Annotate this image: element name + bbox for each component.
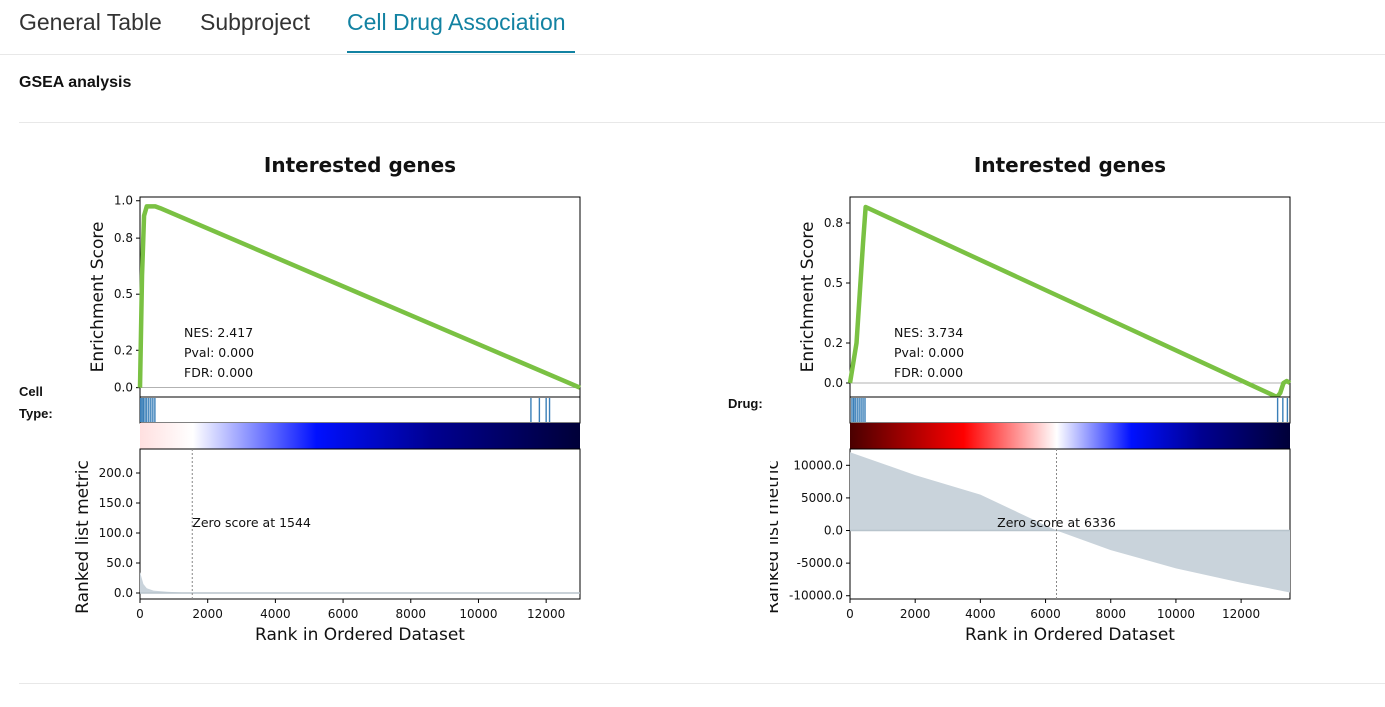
rank-gradient-bar — [850, 423, 1290, 449]
es-ytick-label: 0.5 — [114, 287, 133, 301]
cell-type-label-line1: Cell — [19, 384, 43, 399]
hits-frame — [139, 396, 581, 424]
es-ytick-label: 0.8 — [114, 231, 133, 245]
section-divider-top — [19, 122, 1385, 123]
xtick-label: 12000 — [527, 607, 565, 621]
metric-ytick-label: 0.0 — [114, 586, 133, 600]
xlabel: Rank in Ordered Dataset — [255, 625, 465, 645]
gsea-chart-cell-type: Interested genes 0.0 0.2 0.5 0.8 1.0 Enrichmen… — [73, 153, 581, 645]
chart-title: Interested genes — [974, 153, 1166, 177]
xtick-label: 4000 — [965, 607, 996, 621]
xtick-label: 0 — [136, 607, 144, 621]
xtick-label: 0 — [846, 607, 854, 621]
xtick-label: 12000 — [1222, 607, 1260, 621]
xtick-label: 10000 — [1157, 607, 1195, 621]
metric-plot-frame — [139, 448, 581, 600]
nes-stat: NES: 2.417 — [184, 325, 253, 340]
gsea-plot-cell-type: Interested genes 0.0 0.2 0.5 0.8 1.0 Enrichmen… — [60, 140, 620, 665]
metric-ytick-label: -10000.0 — [789, 589, 843, 603]
es-ylabel: Enrichment Score — [798, 222, 818, 373]
zero-score-label: Zero score at 6336 — [997, 515, 1116, 530]
pval-stat: Pval: 0.000 — [894, 345, 964, 360]
metric-ytick-label: 150.0 — [99, 496, 133, 510]
metric-ytick-label: 10000.0 — [793, 458, 843, 472]
es-ytick-label: 0.8 — [824, 216, 843, 230]
es-curve — [847, 204, 1292, 400]
gsea-plot-drug: Interested genes 0.0 0.2 0.5 0.8 Enrichment S… — [763, 140, 1330, 665]
metric-ytick-label: 100.0 — [99, 526, 133, 540]
pval-stat: Pval: 0.000 — [184, 345, 254, 360]
metric-ylabel: Ranked list metric — [770, 460, 783, 614]
tab-general-table[interactable]: General Table — [19, 9, 162, 35]
cell-type-label: Cell Type: — [19, 381, 53, 425]
es-ytick-label: 0.0 — [824, 376, 843, 390]
xtick-label: 10000 — [459, 607, 497, 621]
es-ytick-label: 0.2 — [114, 343, 133, 357]
drug-label-line1: Drug: — [728, 396, 763, 411]
metric-ytick-label: -5000.0 — [797, 556, 843, 570]
xtick-label: 6000 — [1030, 607, 1061, 621]
cell-type-label-line2: Type: — [19, 406, 53, 421]
section-title: GSEA analysis — [19, 74, 132, 91]
es-ytick-label: 1.0 — [114, 194, 133, 208]
metric-ytick-label: 200.0 — [99, 466, 133, 480]
fdr-stat: FDR: 0.000 — [894, 365, 963, 380]
section-divider-bottom — [19, 683, 1385, 684]
tab-subproject[interactable]: Subproject — [200, 9, 310, 35]
metric-area — [850, 452, 1290, 593]
rank-gradient-bar — [140, 423, 580, 449]
es-curve — [137, 204, 581, 390]
metric-ylabel: Ranked list metric — [73, 460, 93, 614]
fdr-stat: FDR: 0.000 — [184, 365, 253, 380]
gsea-chart-drug: Interested genes 0.0 0.2 0.5 0.8 Enrichment S… — [763, 153, 1292, 645]
active-tab-indicator — [347, 51, 575, 53]
nes-stat: NES: 3.734 — [894, 325, 963, 340]
metric-area — [140, 572, 580, 593]
es-ylabel: Enrichment Score — [88, 222, 108, 373]
metric-ytick-label: 5000.0 — [801, 491, 843, 505]
zero-score-label: Zero score at 1544 — [192, 515, 311, 530]
metric-ytick-label: 0.0 — [824, 524, 843, 538]
es-ytick-label: 0.5 — [824, 276, 843, 290]
xtick-label: 8000 — [395, 607, 426, 621]
xtick-label: 2000 — [900, 607, 931, 621]
es-ytick-label: 0.2 — [824, 336, 843, 350]
chart-title: Interested genes — [264, 153, 456, 177]
tab-bar: General Table Subproject Cell Drug Assoc… — [0, 0, 1385, 55]
xtick-label: 4000 — [260, 607, 291, 621]
metric-ytick-label: 50.0 — [106, 556, 133, 570]
xtick-label: 2000 — [192, 607, 223, 621]
hits-frame — [849, 396, 1291, 424]
xtick-label: 6000 — [328, 607, 359, 621]
tab-cell-drug-association[interactable]: Cell Drug Association — [347, 9, 566, 35]
drug-label: Drug: — [728, 393, 763, 415]
es-ytick-label: 0.0 — [114, 381, 133, 395]
xtick-label: 8000 — [1095, 607, 1126, 621]
xlabel: Rank in Ordered Dataset — [965, 625, 1175, 645]
